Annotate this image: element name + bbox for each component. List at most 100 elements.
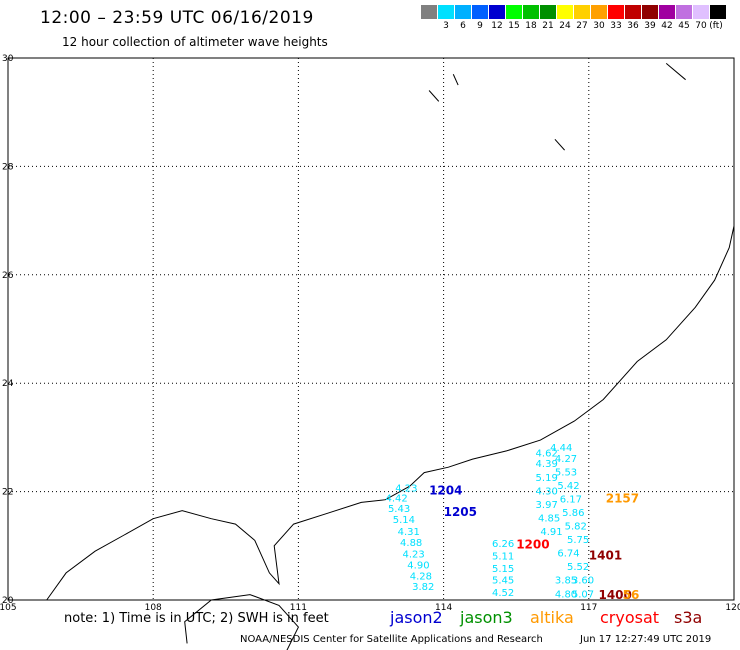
color-swatch	[472, 5, 488, 19]
wave-height-value: 3.82	[412, 582, 434, 593]
wave-height-value: 4.62	[536, 448, 558, 459]
wave-height-value: 6.26	[492, 539, 514, 550]
pass-time-label: 1401	[589, 548, 622, 562]
color-scale-label: 18	[525, 21, 537, 31]
lat-tick-label: 26	[2, 271, 14, 281]
color-scale-label: 30	[593, 21, 605, 31]
wave-height-value: 4.44	[550, 443, 572, 454]
wave-height-value: 4.39	[536, 459, 558, 470]
wave-height-value: 5.07	[572, 589, 594, 600]
island-coastline	[184, 594, 299, 650]
lake-outline	[428, 90, 440, 102]
lat-tick-label: 30	[2, 54, 14, 64]
wave-height-value: 4.80	[555, 589, 577, 600]
page-subtitle: 12 hour collection of altimeter wave hei…	[62, 35, 328, 49]
lat-tick-label: 20	[2, 596, 14, 606]
color-swatch	[489, 5, 505, 19]
wave-height-value: 5.53	[555, 467, 577, 478]
color-scale-label: 6	[460, 21, 466, 31]
wave-height-value: 4.52	[492, 588, 514, 599]
color-swatch	[659, 5, 675, 19]
color-scale-label: 42	[661, 21, 673, 31]
wave-height-value: 4.88	[400, 538, 422, 549]
color-swatch	[676, 5, 692, 19]
satellite-legend-item: jason3	[460, 608, 513, 627]
wave-height-value: 4.27	[555, 454, 577, 465]
color-scale-label: 70	[695, 21, 707, 31]
color-scale-label: 45	[678, 21, 690, 31]
lon-tick-label: 111	[290, 603, 307, 613]
lat-tick-label: 28	[2, 162, 14, 172]
wave-height-value: 4.85	[538, 513, 560, 524]
pass-time-label: 1200	[516, 538, 549, 552]
wave-height-value: 5.43	[388, 504, 410, 515]
pass-time-label: 2157	[606, 491, 639, 505]
map-frame	[7, 57, 735, 601]
color-swatch	[608, 5, 624, 19]
wave-height-value: 5.14	[393, 515, 415, 526]
wave-height-value: 5.45	[492, 576, 514, 587]
wave-height-value: 4.28	[410, 571, 432, 582]
color-swatch	[710, 5, 726, 19]
wave-height-value: 3.60	[572, 576, 594, 587]
color-swatch	[438, 5, 454, 19]
wave-height-value: 6.17	[560, 494, 582, 505]
wave-height-value: 5.75	[567, 535, 589, 546]
color-swatch	[421, 5, 437, 19]
legend-note: note: 1) Time is in UTC; 2) SWH is in fe…	[64, 611, 329, 626]
wave-height-value: 5.19	[536, 473, 558, 484]
color-scale-label: 3	[443, 21, 449, 31]
color-swatch	[506, 5, 522, 19]
satellite-legend-item: altika	[530, 608, 574, 627]
lon-tick-label: 117	[580, 603, 597, 613]
lat-tick-label: 22	[2, 488, 13, 498]
wave-height-value: 4.31	[398, 527, 420, 538]
color-scale-label: 27	[576, 21, 588, 31]
footer-timestamp: Jun 17 12:27:49 UTC 2019	[580, 634, 712, 645]
color-scale-label: 33	[610, 21, 622, 31]
page-title: 12:00 – 23:59 UTC 06/16/2019	[40, 8, 314, 28]
color-swatch	[557, 5, 573, 19]
color-scale-label: 24	[559, 21, 571, 31]
wave-height-value: 4.23	[402, 550, 424, 561]
wave-height-value: 4.23	[395, 484, 417, 495]
wave-height-value: 6.74	[557, 549, 579, 560]
color-scale-label: 9	[477, 21, 483, 31]
color-swatch	[540, 5, 556, 19]
satellite-legend-item: cryosat	[600, 608, 660, 627]
lake-outline	[665, 63, 686, 81]
color-swatch	[625, 5, 641, 19]
coastline	[46, 225, 735, 601]
wave-height-value: 5.82	[565, 522, 587, 533]
color-scale-label: 36	[627, 21, 639, 31]
wave-height-value: 5.52	[567, 562, 589, 573]
wave-height-value: 4.42	[386, 493, 408, 504]
lat-tick-label: 24	[2, 379, 14, 389]
color-scale-unit: (ft)	[709, 21, 723, 31]
lon-tick-label: 114	[435, 603, 452, 613]
footer-credit: NOAA/NESDIS Center for Satellite Applica…	[240, 634, 543, 645]
color-scale-label: 12	[491, 21, 503, 31]
satellite-legend-item: jason2	[390, 608, 443, 627]
wave-height-value: 4.30	[536, 486, 558, 497]
pass-time-label: 56	[623, 588, 640, 602]
pass-time-label: 1400	[598, 588, 631, 602]
lon-tick-label: 105	[0, 603, 17, 613]
wave-height-value: 5.11	[492, 551, 514, 562]
color-swatch	[574, 5, 590, 19]
wave-height-value: 4.90	[407, 561, 429, 572]
color-swatch	[591, 5, 607, 19]
color-swatch	[693, 5, 709, 19]
wave-height-value: 5.15	[492, 564, 514, 575]
color-swatch	[455, 5, 471, 19]
color-scale-label: 39	[644, 21, 656, 31]
pass-time-label: 1205	[444, 505, 477, 519]
color-scale-label: 21	[542, 21, 554, 31]
satellite-legend-item: s3a	[674, 608, 703, 627]
color-swatch	[523, 5, 539, 19]
wave-height-value: 4.91	[540, 527, 562, 538]
wave-height-value: 3.85	[555, 576, 577, 587]
lake-outline	[452, 74, 459, 86]
wave-height-value: 5.86	[562, 508, 584, 519]
